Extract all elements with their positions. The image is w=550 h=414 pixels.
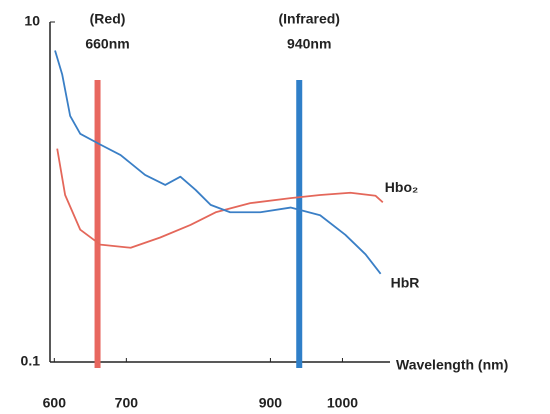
annotation-sublabel: 940nm [287, 36, 331, 52]
annotation-label: (Red) [90, 11, 126, 27]
annotation-sublabel: 660nm [85, 36, 129, 52]
series-line [55, 50, 381, 273]
annotation-label: (Infrared) [279, 11, 340, 27]
x-tick-label: 900 [259, 395, 283, 411]
x-axis-label: Wavelength (nm) [396, 357, 508, 373]
x-tick-label: 700 [115, 395, 139, 411]
x-tick-label: 1000 [327, 395, 358, 411]
series-label: HbR [391, 275, 420, 291]
chart: Wavelength (nm) 0.1 10 600 700 900 1000 (Red) 6… [0, 0, 550, 414]
series-line [57, 149, 383, 248]
y-tick-label: 0.1 [21, 353, 41, 369]
x-tick-label: 600 [43, 395, 67, 411]
series-label: Hbo₂ [385, 179, 418, 195]
marker-band [95, 80, 101, 368]
y-tick-label: 10 [24, 13, 40, 29]
marker-band [296, 80, 302, 368]
